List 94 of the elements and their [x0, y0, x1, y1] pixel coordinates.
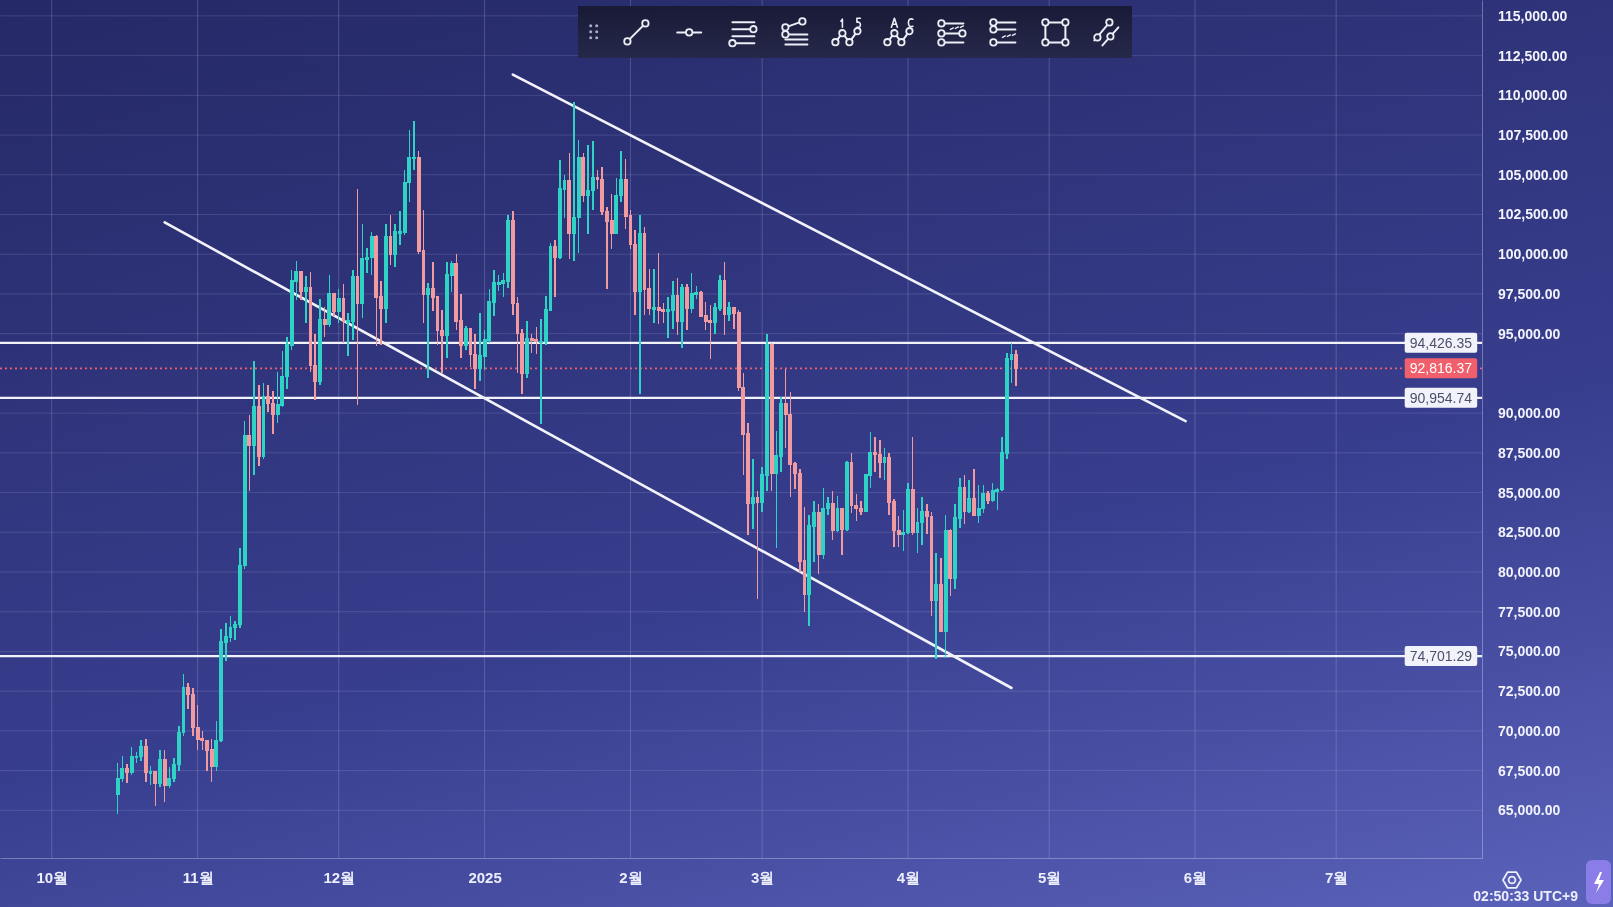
candlestick [755, 490, 760, 600]
candlestick [821, 487, 826, 561]
candlestick [557, 159, 562, 260]
candlestick [525, 320, 529, 379]
candlestick [534, 326, 539, 356]
y-tick-label: 85,000.00 [1498, 484, 1561, 501]
y-tick-label: 105,000.00 [1498, 166, 1569, 183]
candlestick [939, 556, 943, 634]
candlestick [158, 749, 162, 788]
y-tick-label: 80,000.00 [1498, 563, 1561, 580]
ref-line-label: 90,954.74 [1409, 389, 1473, 406]
candlestick [910, 436, 915, 537]
candlestick [153, 769, 158, 807]
candlestick [209, 738, 214, 783]
y-tick-label: 82,500.00 [1498, 524, 1561, 541]
candlestick [247, 413, 252, 492]
candlestick [473, 332, 478, 391]
x-tick-label: 2월 [619, 868, 643, 886]
y-tick-label: 77,500.00 [1498, 603, 1561, 620]
candlestick [967, 479, 972, 514]
candlestick [139, 739, 144, 762]
y-tick-label: 107,500.00 [1498, 127, 1569, 144]
x-tick-label: 4월 [896, 868, 921, 886]
x-tick-label: 11월 [182, 868, 214, 886]
candlestick [680, 283, 685, 349]
candlestick [934, 552, 939, 661]
x-tick-label: 2025 [468, 868, 502, 886]
candlestick [426, 282, 431, 379]
candlestick [750, 458, 755, 530]
text: 02:50:33 UTC+9 [1473, 888, 1579, 904]
candlestick [125, 763, 129, 785]
x-tick-label: 6월 [1183, 868, 1208, 886]
candlestick [689, 272, 694, 314]
candlestick [336, 288, 341, 324]
candlestick [383, 223, 388, 324]
ref-line-label: 94,426.35 [1409, 334, 1473, 351]
candlestick [877, 439, 882, 480]
candlestick [252, 359, 256, 476]
y-tick-label: 72,500.00 [1498, 683, 1561, 700]
candlestick [1014, 348, 1019, 387]
candlestick [816, 502, 821, 575]
x-tick-label: 7월 [1324, 868, 1349, 886]
ref-line-label: 92,816.37 [1409, 360, 1473, 377]
candlestick [332, 293, 336, 317]
candlestick [971, 467, 976, 516]
y-tick-label: 67,500.00 [1498, 762, 1561, 779]
y-tick-label: 75,000.00 [1498, 643, 1561, 660]
candlestick [299, 270, 304, 302]
candlestick [652, 267, 656, 324]
candlestick [148, 765, 153, 786]
candlestick [656, 251, 661, 325]
candlestick [162, 749, 167, 804]
y-tick-label: 65,000.00 [1498, 802, 1561, 819]
candlestick [374, 234, 379, 348]
candlestick [708, 304, 713, 360]
candlestick [882, 447, 887, 481]
x-tick-label: 12월 [323, 868, 356, 886]
candlestick [986, 490, 990, 505]
x-tick-label: 3월 [751, 868, 775, 886]
candlestick [586, 143, 591, 235]
y-tick-label: 115,000.00 [1498, 7, 1568, 24]
candlestick [303, 275, 308, 324]
candlestick [684, 283, 689, 332]
candlestick [567, 151, 572, 260]
candlestick [976, 483, 981, 524]
candlestick [318, 297, 322, 386]
candlestick [256, 383, 261, 467]
candlestick [948, 528, 953, 597]
candlestick [369, 231, 374, 276]
y-tick-label: 87,500.00 [1498, 444, 1561, 461]
y-tick-label: 90,000.00 [1498, 405, 1561, 422]
y-tick-label: 100,000.00 [1498, 246, 1569, 263]
candlestick [637, 213, 642, 395]
candlestick [943, 514, 948, 659]
y-tick-label: 97,500.00 [1498, 285, 1561, 302]
candlestick [727, 301, 732, 322]
candlestick [553, 239, 558, 298]
candlestick [830, 490, 835, 541]
candlestick [327, 274, 332, 329]
ref-line-label: 74,701.29 [1409, 648, 1473, 665]
y-tick-label: 102,500.00 [1498, 206, 1569, 223]
candlestick [143, 738, 148, 783]
candlestick [463, 324, 468, 351]
y-tick-label: 95,000.00 [1498, 325, 1561, 342]
y-tick-label: 70,000.00 [1498, 722, 1561, 739]
candlestick [360, 223, 365, 319]
y-tick-label: 112,500.00 [1498, 47, 1568, 64]
candlestick [840, 507, 845, 556]
x-tick-label: 10월 [36, 868, 69, 886]
x-tick-label: 5월 [1037, 868, 1062, 886]
candlestick [129, 746, 134, 777]
candlestick [322, 305, 327, 338]
candlestick [355, 188, 360, 406]
y-tick-label: 110,000.00 [1498, 87, 1568, 104]
